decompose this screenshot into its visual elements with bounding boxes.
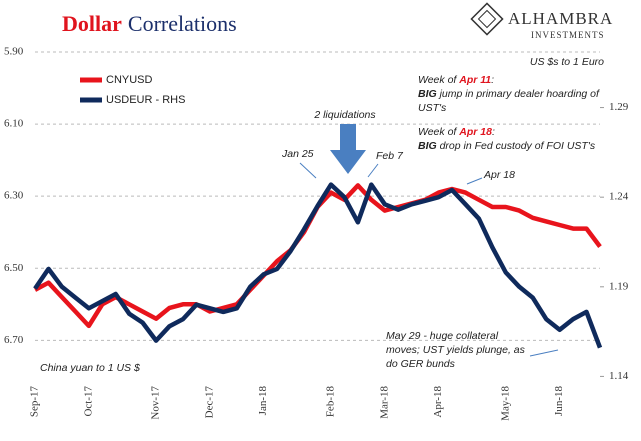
annotation: Apr 18 — [483, 169, 515, 181]
y2-axis-label: US $s to 1 Euro — [530, 56, 604, 68]
arrow — [466, 177, 483, 185]
x-tick-label: Oct-17 — [82, 386, 94, 417]
arrow — [529, 349, 559, 357]
y-tick-label: 6.30 — [4, 190, 24, 202]
y-tick-label: 6.50 — [4, 262, 24, 274]
x-tick-label: Sep-17 — [29, 386, 41, 418]
arrow — [330, 124, 366, 174]
title-part: Correlations — [128, 11, 237, 36]
x-tick-label: Mar-18 — [378, 386, 390, 419]
note-part: drop in Fed custody of FOI UST's — [437, 140, 596, 152]
note-part: BIG — [418, 88, 437, 100]
note-part: BIG — [418, 140, 437, 152]
annotation: Jan 25 — [281, 148, 314, 160]
brand-name: ALHAMBRA — [508, 9, 613, 28]
note-part: : — [492, 126, 495, 138]
note-part: May 29 - huge collateral — [386, 330, 499, 342]
y-tick-label: 6.10 — [4, 118, 24, 130]
legend-label: USDEUR - RHS — [106, 94, 185, 106]
note-part: Apr 11 — [458, 74, 491, 86]
arrow — [299, 162, 317, 179]
note-part: jump in primary dealer hoarding of — [437, 88, 600, 100]
note-part: do GER bunds — [386, 358, 456, 370]
y-axis-label: China yuan to 1 US $ — [40, 362, 140, 374]
x-tick-label: Jun-18 — [553, 386, 565, 416]
arrow — [367, 163, 379, 178]
note: Week of Apr 18: BIG drop in Fed custody o… — [418, 126, 596, 152]
y2-tick-label: 1.19 — [609, 280, 629, 292]
logo: ALHAMBRA INVESTMENTS — [470, 2, 613, 40]
y-tick-label: 6.70 — [4, 334, 24, 346]
y-tick-label: 5.90 — [4, 46, 24, 58]
note-part: Week of — [418, 126, 459, 138]
line-series — [33, 182, 603, 349]
x-tick-label: Feb-18 — [324, 386, 336, 418]
y2-tick-label: 1.29 — [609, 101, 629, 113]
title-part: Dollar — [62, 11, 122, 36]
x-tick-label: Apr-18 — [432, 386, 444, 418]
x-tick-label: Jan-18 — [257, 386, 269, 416]
chart-title: Dollar Correlations — [62, 11, 237, 36]
note-part: : — [491, 74, 494, 86]
brand-sub: INVESTMENTS — [531, 30, 605, 40]
y2-tick-label: 1.14 — [609, 370, 629, 382]
y2-tick-label: 1.24 — [609, 191, 629, 203]
note: May 29 - huge collateral moves; UST yield… — [386, 330, 526, 370]
note-part: Apr 18 — [458, 126, 492, 138]
x-tick-label: Nov-17 — [150, 386, 162, 420]
note-part: UST's — [418, 102, 447, 114]
annotations: 2 liquidations Jan 25 Feb 7 Apr 18 Week … — [281, 74, 600, 370]
note-part: Week of — [418, 74, 459, 86]
x-tick-label: May-18 — [499, 386, 511, 421]
note: Week of Apr 11: BIG jump in primary deale… — [418, 74, 600, 114]
annotation: Feb 7 — [376, 150, 404, 162]
legend-label: CNYUSD — [106, 74, 153, 86]
x-tick-label: Dec-17 — [203, 386, 215, 419]
annotation: 2 liquidations — [313, 109, 376, 121]
note-part: moves; UST yields plunge, as — [386, 344, 526, 356]
